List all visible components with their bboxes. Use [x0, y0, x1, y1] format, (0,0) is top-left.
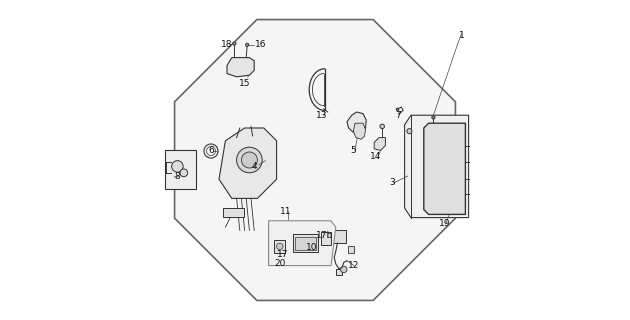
Circle shape [380, 124, 384, 129]
Text: 19: 19 [439, 220, 450, 228]
Circle shape [341, 266, 347, 273]
Text: 1: 1 [459, 31, 465, 40]
Polygon shape [227, 58, 254, 77]
Circle shape [180, 169, 188, 177]
Circle shape [442, 134, 448, 141]
Circle shape [235, 62, 241, 69]
Text: 15: 15 [239, 79, 250, 88]
Text: 18: 18 [221, 40, 232, 49]
Polygon shape [175, 20, 455, 300]
Text: 12: 12 [348, 261, 359, 270]
Polygon shape [424, 123, 466, 214]
Text: 17b: 17b [316, 231, 333, 240]
Text: 6: 6 [208, 146, 214, 155]
Circle shape [432, 116, 435, 119]
Text: 11: 11 [280, 207, 292, 216]
Circle shape [457, 141, 466, 150]
Polygon shape [219, 128, 277, 198]
Bar [430, 144, 459, 182]
Text: 3: 3 [389, 178, 394, 187]
Text: 5: 5 [350, 146, 357, 155]
Circle shape [457, 189, 466, 198]
Text: 7: 7 [396, 111, 401, 120]
Text: 20: 20 [274, 260, 285, 268]
Bar [292, 234, 318, 252]
Circle shape [171, 161, 183, 172]
Polygon shape [404, 115, 469, 218]
Bar [166, 150, 196, 189]
Circle shape [277, 243, 283, 250]
Bar [274, 240, 285, 253]
Text: 4: 4 [251, 162, 257, 171]
Bar [223, 208, 244, 217]
Polygon shape [374, 138, 386, 150]
Circle shape [396, 108, 399, 111]
Circle shape [237, 147, 262, 173]
Text: 16: 16 [255, 40, 266, 49]
Circle shape [246, 43, 249, 46]
Circle shape [457, 157, 466, 166]
Bar [329, 230, 346, 243]
Text: 17: 17 [277, 250, 289, 259]
Text: 13: 13 [316, 111, 327, 120]
Bar [433, 147, 457, 179]
Circle shape [407, 129, 412, 134]
Bar [348, 246, 354, 253]
Polygon shape [353, 123, 365, 139]
Polygon shape [347, 112, 366, 134]
Bar [336, 269, 342, 275]
Text: 10: 10 [306, 244, 318, 252]
Text: 14: 14 [370, 152, 382, 161]
Circle shape [457, 175, 466, 183]
Polygon shape [268, 221, 336, 266]
Circle shape [241, 152, 258, 168]
Bar [321, 232, 331, 245]
Circle shape [232, 42, 236, 45]
Bar [295, 237, 316, 250]
Text: 8: 8 [174, 172, 180, 180]
